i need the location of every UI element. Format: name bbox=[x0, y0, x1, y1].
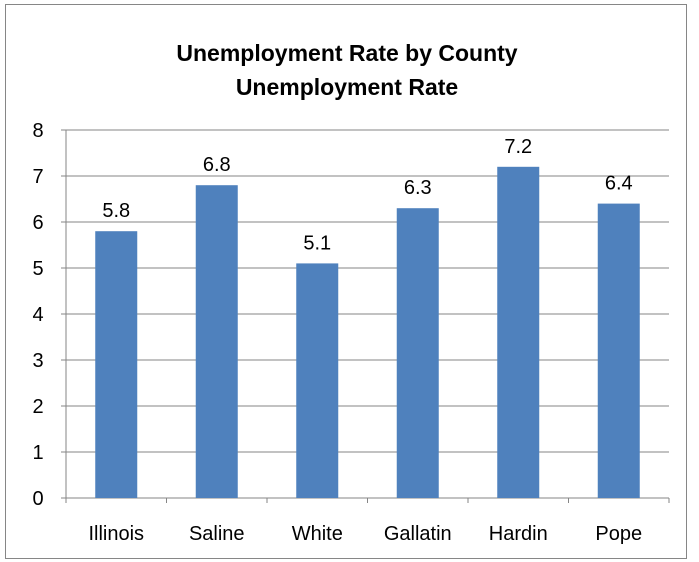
x-tick-label: Saline bbox=[189, 523, 245, 545]
data-label: 6.3 bbox=[404, 177, 432, 199]
data-label: 6.4 bbox=[605, 173, 633, 195]
y-tick-label: 7 bbox=[32, 166, 43, 188]
data-label: 5.8 bbox=[102, 200, 130, 222]
data-label: 5.1 bbox=[303, 232, 331, 254]
y-tick-label: 2 bbox=[32, 396, 43, 418]
y-tick-label: 1 bbox=[32, 442, 43, 464]
chart-title: Unemployment Rate by County Unemployment… bbox=[6, 36, 688, 104]
axes: 0 1 2 3 4 5 6 7 8 bbox=[32, 120, 670, 510]
x-tick-label: Gallatin bbox=[384, 523, 452, 545]
y-tick-label: 4 bbox=[32, 304, 43, 326]
bar-illinois bbox=[95, 231, 138, 498]
bar-saline bbox=[195, 185, 238, 498]
bars bbox=[95, 166, 640, 499]
bar-white bbox=[296, 263, 339, 498]
gridlines bbox=[66, 129, 669, 499]
data-label: 6.8 bbox=[203, 154, 231, 176]
chart-title-line2: Unemployment Rate bbox=[235, 74, 459, 100]
bar-gallatin bbox=[396, 208, 439, 498]
y-tick-label: 0 bbox=[32, 488, 43, 510]
x-tick-label: Pope bbox=[595, 523, 642, 545]
bar-pope bbox=[597, 203, 640, 498]
y-tick-label: 3 bbox=[32, 350, 43, 372]
data-labels: Illinois 5.8 Saline 6.8 White 5.1 Gallatin 6.3 H… bbox=[88, 136, 642, 545]
y-tick-label: 6 bbox=[32, 212, 43, 234]
bar-hardin bbox=[497, 166, 540, 499]
y-tick-label: 8 bbox=[32, 120, 43, 142]
x-tick-label: Illinois bbox=[88, 523, 144, 545]
x-tick-label: Hardin bbox=[489, 523, 548, 545]
data-label: 7.2 bbox=[504, 136, 532, 158]
y-tick-label: 5 bbox=[32, 258, 43, 280]
x-tick-label: White bbox=[292, 523, 343, 545]
chart-title-line1: Unemployment Rate by County bbox=[176, 40, 518, 66]
